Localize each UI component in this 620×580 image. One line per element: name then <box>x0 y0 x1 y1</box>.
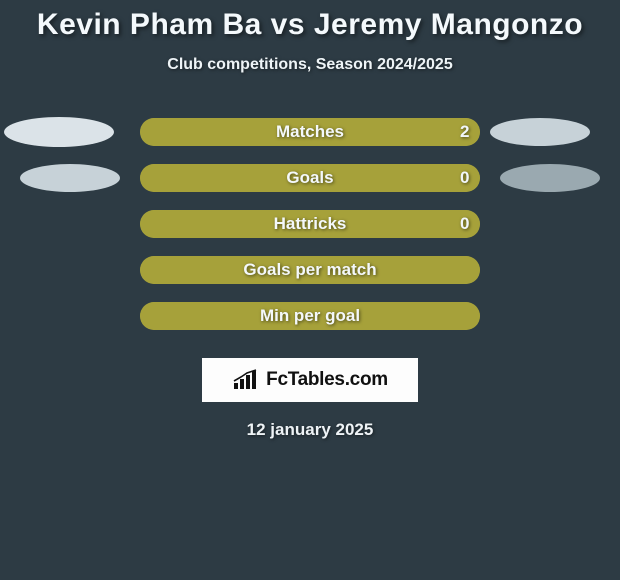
stat-bar: Goals per match <box>140 256 480 284</box>
footer-date: 12 january 2025 <box>0 420 620 440</box>
stat-bar-fill <box>140 164 480 192</box>
page-subtitle: Club competitions, Season 2024/2025 <box>0 56 620 74</box>
right-marker <box>490 118 590 146</box>
left-marker <box>20 164 120 192</box>
stat-row: Goals0 <box>0 164 620 192</box>
stat-row: Min per goal <box>0 302 620 330</box>
page-title: Kevin Pham Ba vs Jeremy Mangonzo <box>0 0 620 42</box>
stat-bar-fill <box>140 302 480 330</box>
stat-bar-fill <box>140 210 480 238</box>
stat-row: Goals per match <box>0 256 620 284</box>
stat-bar: Goals0 <box>140 164 480 192</box>
bar-chart-icon <box>232 369 260 391</box>
logo-text: FcTables.com <box>266 369 388 391</box>
right-marker <box>500 164 600 192</box>
stat-bar: Matches2 <box>140 118 480 146</box>
logo-badge: FcTables.com <box>202 358 418 402</box>
stat-row: Hattricks0 <box>0 210 620 238</box>
left-marker <box>4 117 114 147</box>
comparison-chart: Matches2 Goals0 Hattricks0 Goals per match M… <box>0 118 620 330</box>
stat-bar: Min per goal <box>140 302 480 330</box>
stat-bar-fill <box>140 118 480 146</box>
stat-bar: Hattricks0 <box>140 210 480 238</box>
stat-row: Matches2 <box>0 118 620 146</box>
stat-bar-fill <box>140 256 480 284</box>
